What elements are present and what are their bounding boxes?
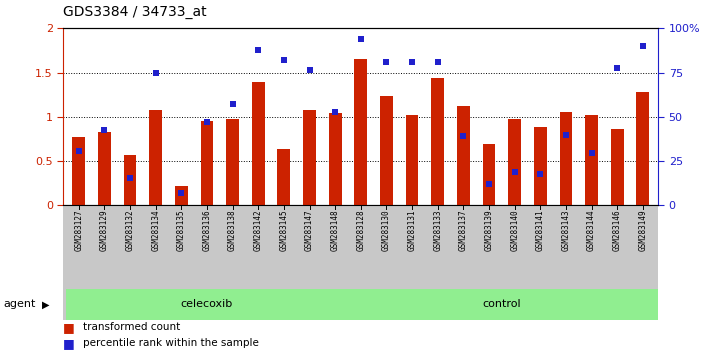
Bar <box>585 115 598 205</box>
Text: GSM283130: GSM283130 <box>382 210 391 251</box>
Text: GDS3384 / 34733_at: GDS3384 / 34733_at <box>63 5 207 19</box>
Text: GSM283149: GSM283149 <box>639 210 648 251</box>
Bar <box>611 129 624 205</box>
Text: GSM283129: GSM283129 <box>100 210 109 251</box>
Text: GSM283128: GSM283128 <box>356 210 365 251</box>
Text: GSM283145: GSM283145 <box>279 210 289 251</box>
Text: GSM283127: GSM283127 <box>74 210 83 251</box>
Bar <box>175 186 188 205</box>
Text: GSM283134: GSM283134 <box>151 210 161 251</box>
Text: GSM283138: GSM283138 <box>228 210 237 251</box>
Bar <box>636 92 649 205</box>
Text: GSM283133: GSM283133 <box>433 210 442 251</box>
Text: ■: ■ <box>63 337 75 350</box>
Text: percentile rank within the sample: percentile rank within the sample <box>83 338 259 348</box>
Bar <box>124 155 137 205</box>
Text: GSM283132: GSM283132 <box>125 210 134 251</box>
Text: ■: ■ <box>63 321 75 334</box>
Bar <box>483 144 496 205</box>
Text: GSM283140: GSM283140 <box>510 210 519 251</box>
Text: GSM283141: GSM283141 <box>536 210 545 251</box>
Bar <box>98 132 111 205</box>
Bar <box>329 113 341 205</box>
Bar <box>252 82 265 205</box>
Bar <box>560 113 572 205</box>
Text: GSM283136: GSM283136 <box>203 210 211 251</box>
Bar <box>149 110 162 205</box>
Bar <box>201 121 213 205</box>
Bar <box>303 110 316 205</box>
Bar <box>432 78 444 205</box>
Bar <box>348 289 669 320</box>
Bar <box>73 137 85 205</box>
Text: GSM283131: GSM283131 <box>408 210 417 251</box>
Text: GSM283135: GSM283135 <box>177 210 186 251</box>
Bar <box>457 106 470 205</box>
Bar <box>66 289 348 320</box>
Text: ▶: ▶ <box>42 299 50 309</box>
Text: GSM283143: GSM283143 <box>561 210 570 251</box>
Text: agent: agent <box>4 299 36 309</box>
Bar <box>226 120 239 205</box>
Text: GSM283147: GSM283147 <box>305 210 314 251</box>
Bar <box>277 149 290 205</box>
Bar <box>354 59 367 205</box>
Text: GSM283137: GSM283137 <box>459 210 468 251</box>
Text: control: control <box>482 299 521 309</box>
Bar <box>406 115 418 205</box>
Text: GSM283142: GSM283142 <box>253 210 263 251</box>
Bar <box>508 120 521 205</box>
Bar <box>534 127 547 205</box>
Text: GSM283148: GSM283148 <box>331 210 339 251</box>
Text: transformed count: transformed count <box>83 322 180 332</box>
Text: GSM283144: GSM283144 <box>587 210 596 251</box>
Text: celecoxib: celecoxib <box>181 299 233 309</box>
Text: GSM283139: GSM283139 <box>484 210 494 251</box>
Bar <box>380 96 393 205</box>
Text: GSM283146: GSM283146 <box>612 210 622 251</box>
